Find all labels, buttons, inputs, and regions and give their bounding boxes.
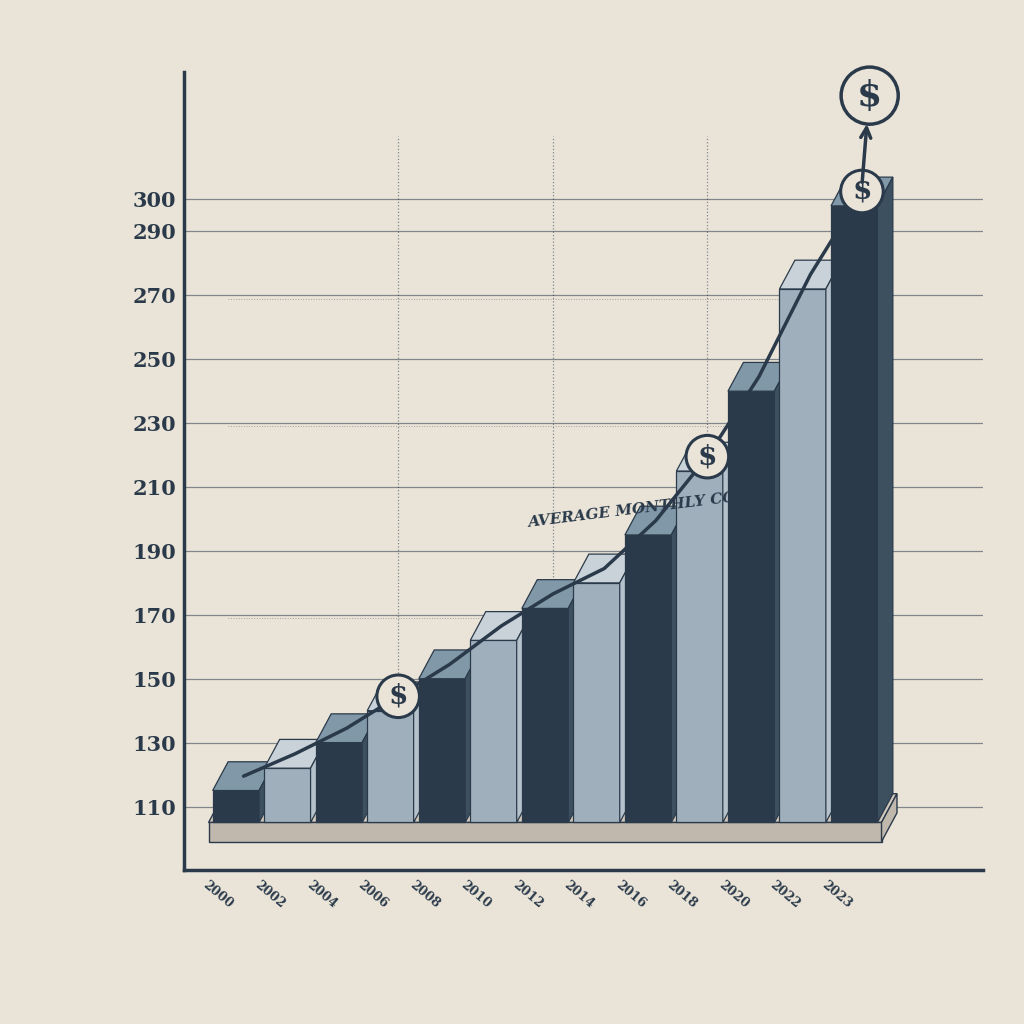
Polygon shape [310,739,326,822]
Polygon shape [672,506,687,822]
Polygon shape [620,554,635,822]
Polygon shape [522,580,584,608]
Polygon shape [774,362,790,822]
Polygon shape [677,471,723,822]
Polygon shape [209,822,882,842]
Text: AVERAGE MONTHLY COST: AVERAGE MONTHLY COST [527,488,759,530]
Text: $: $ [697,443,717,470]
Polygon shape [568,580,584,822]
Text: $: $ [388,683,408,710]
Polygon shape [419,679,465,822]
Polygon shape [465,650,480,822]
Polygon shape [259,762,274,822]
Polygon shape [677,442,738,471]
Text: $: $ [857,79,883,113]
Polygon shape [414,682,429,822]
Polygon shape [728,362,790,391]
Polygon shape [315,742,362,822]
Polygon shape [209,794,897,822]
Polygon shape [362,714,378,822]
Polygon shape [522,608,568,822]
Polygon shape [315,714,378,742]
Polygon shape [779,260,842,289]
Polygon shape [826,260,842,822]
Polygon shape [625,535,672,822]
Polygon shape [779,289,826,822]
Polygon shape [882,794,897,842]
Polygon shape [419,650,480,679]
Polygon shape [831,206,878,822]
Polygon shape [728,391,774,822]
Polygon shape [470,611,532,640]
Polygon shape [213,762,274,791]
Polygon shape [625,506,687,535]
Polygon shape [470,640,517,822]
Polygon shape [368,682,429,711]
Polygon shape [264,739,326,768]
Polygon shape [573,554,635,583]
Polygon shape [573,583,620,822]
Text: $: $ [852,178,871,205]
Polygon shape [723,442,738,822]
Polygon shape [878,177,893,822]
Polygon shape [213,791,259,822]
Polygon shape [368,711,414,822]
Polygon shape [264,768,310,822]
Polygon shape [831,177,893,206]
Polygon shape [517,611,532,822]
